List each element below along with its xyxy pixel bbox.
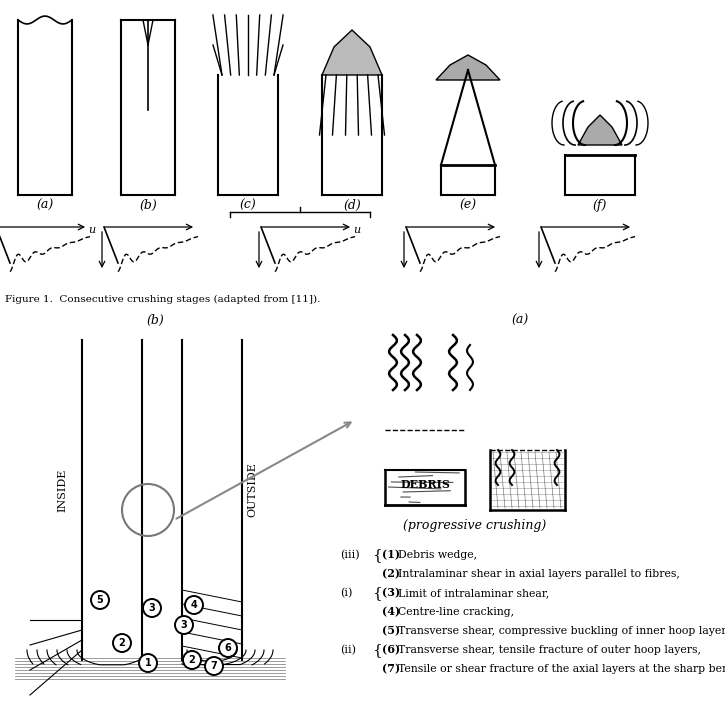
Circle shape: [219, 639, 237, 657]
Text: (f): (f): [593, 199, 607, 212]
Text: (iii): (iii): [340, 550, 360, 560]
Text: 6: 6: [225, 643, 231, 653]
Text: Tensile or shear fracture of the axial layers at the sharp bend: Tensile or shear fracture of the axial l…: [398, 664, 725, 674]
Text: Debris wedge,: Debris wedge,: [398, 550, 477, 560]
Circle shape: [91, 591, 109, 609]
Polygon shape: [322, 30, 382, 75]
Text: OUTSIDE: OUTSIDE: [247, 462, 257, 518]
Circle shape: [175, 616, 193, 634]
Text: (c): (c): [240, 199, 257, 212]
Text: 2: 2: [119, 638, 125, 648]
Text: u: u: [353, 225, 360, 235]
Text: 4: 4: [191, 600, 197, 610]
Text: 7: 7: [211, 661, 218, 671]
Text: {: {: [372, 643, 382, 657]
Text: Centre-line cracking,: Centre-line cracking,: [398, 607, 514, 617]
Text: 1: 1: [144, 658, 152, 668]
Circle shape: [183, 651, 201, 669]
Text: (a): (a): [36, 199, 54, 212]
Text: (e): (e): [460, 199, 476, 212]
Polygon shape: [578, 115, 622, 145]
Circle shape: [113, 634, 131, 652]
Text: (6): (6): [382, 644, 400, 655]
Text: (5): (5): [382, 626, 400, 636]
Circle shape: [205, 657, 223, 675]
Text: Transverse shear, compressive buckling of inner hoop layers,: Transverse shear, compressive buckling o…: [398, 626, 725, 636]
Text: {: {: [372, 586, 382, 600]
Text: u: u: [88, 225, 96, 235]
Text: (b): (b): [146, 313, 164, 326]
Text: (2): (2): [382, 569, 400, 580]
Text: (b): (b): [139, 199, 157, 212]
Text: 2: 2: [188, 655, 195, 665]
Text: (3): (3): [382, 588, 400, 598]
Text: DEBRIS: DEBRIS: [400, 480, 450, 490]
Text: {: {: [372, 548, 382, 562]
Text: Transverse shear, tensile fracture of outer hoop layers,: Transverse shear, tensile fracture of ou…: [398, 645, 701, 655]
Circle shape: [139, 654, 157, 672]
Text: (4): (4): [382, 606, 400, 618]
Text: (i): (i): [340, 588, 352, 598]
Text: 3: 3: [149, 603, 155, 613]
Text: 3: 3: [181, 620, 187, 630]
Polygon shape: [436, 55, 500, 80]
Text: 5: 5: [96, 595, 104, 605]
Text: (ii): (ii): [340, 645, 356, 655]
Text: Intralaminar shear in axial layers parallel to fibres,: Intralaminar shear in axial layers paral…: [398, 569, 680, 579]
Text: (a): (a): [511, 313, 529, 326]
Text: (7): (7): [382, 664, 400, 675]
Circle shape: [143, 599, 161, 617]
Text: INSIDE: INSIDE: [57, 468, 67, 512]
Circle shape: [185, 596, 203, 614]
Text: (d): (d): [343, 199, 361, 212]
Text: Figure 1.  Consecutive crushing stages (adapted from [11]).: Figure 1. Consecutive crushing stages (a…: [5, 295, 320, 304]
Text: Limit of intralaminar shear,: Limit of intralaminar shear,: [398, 588, 550, 598]
Text: (1): (1): [382, 549, 400, 560]
Text: (progressive crushing): (progressive crushing): [403, 518, 547, 531]
